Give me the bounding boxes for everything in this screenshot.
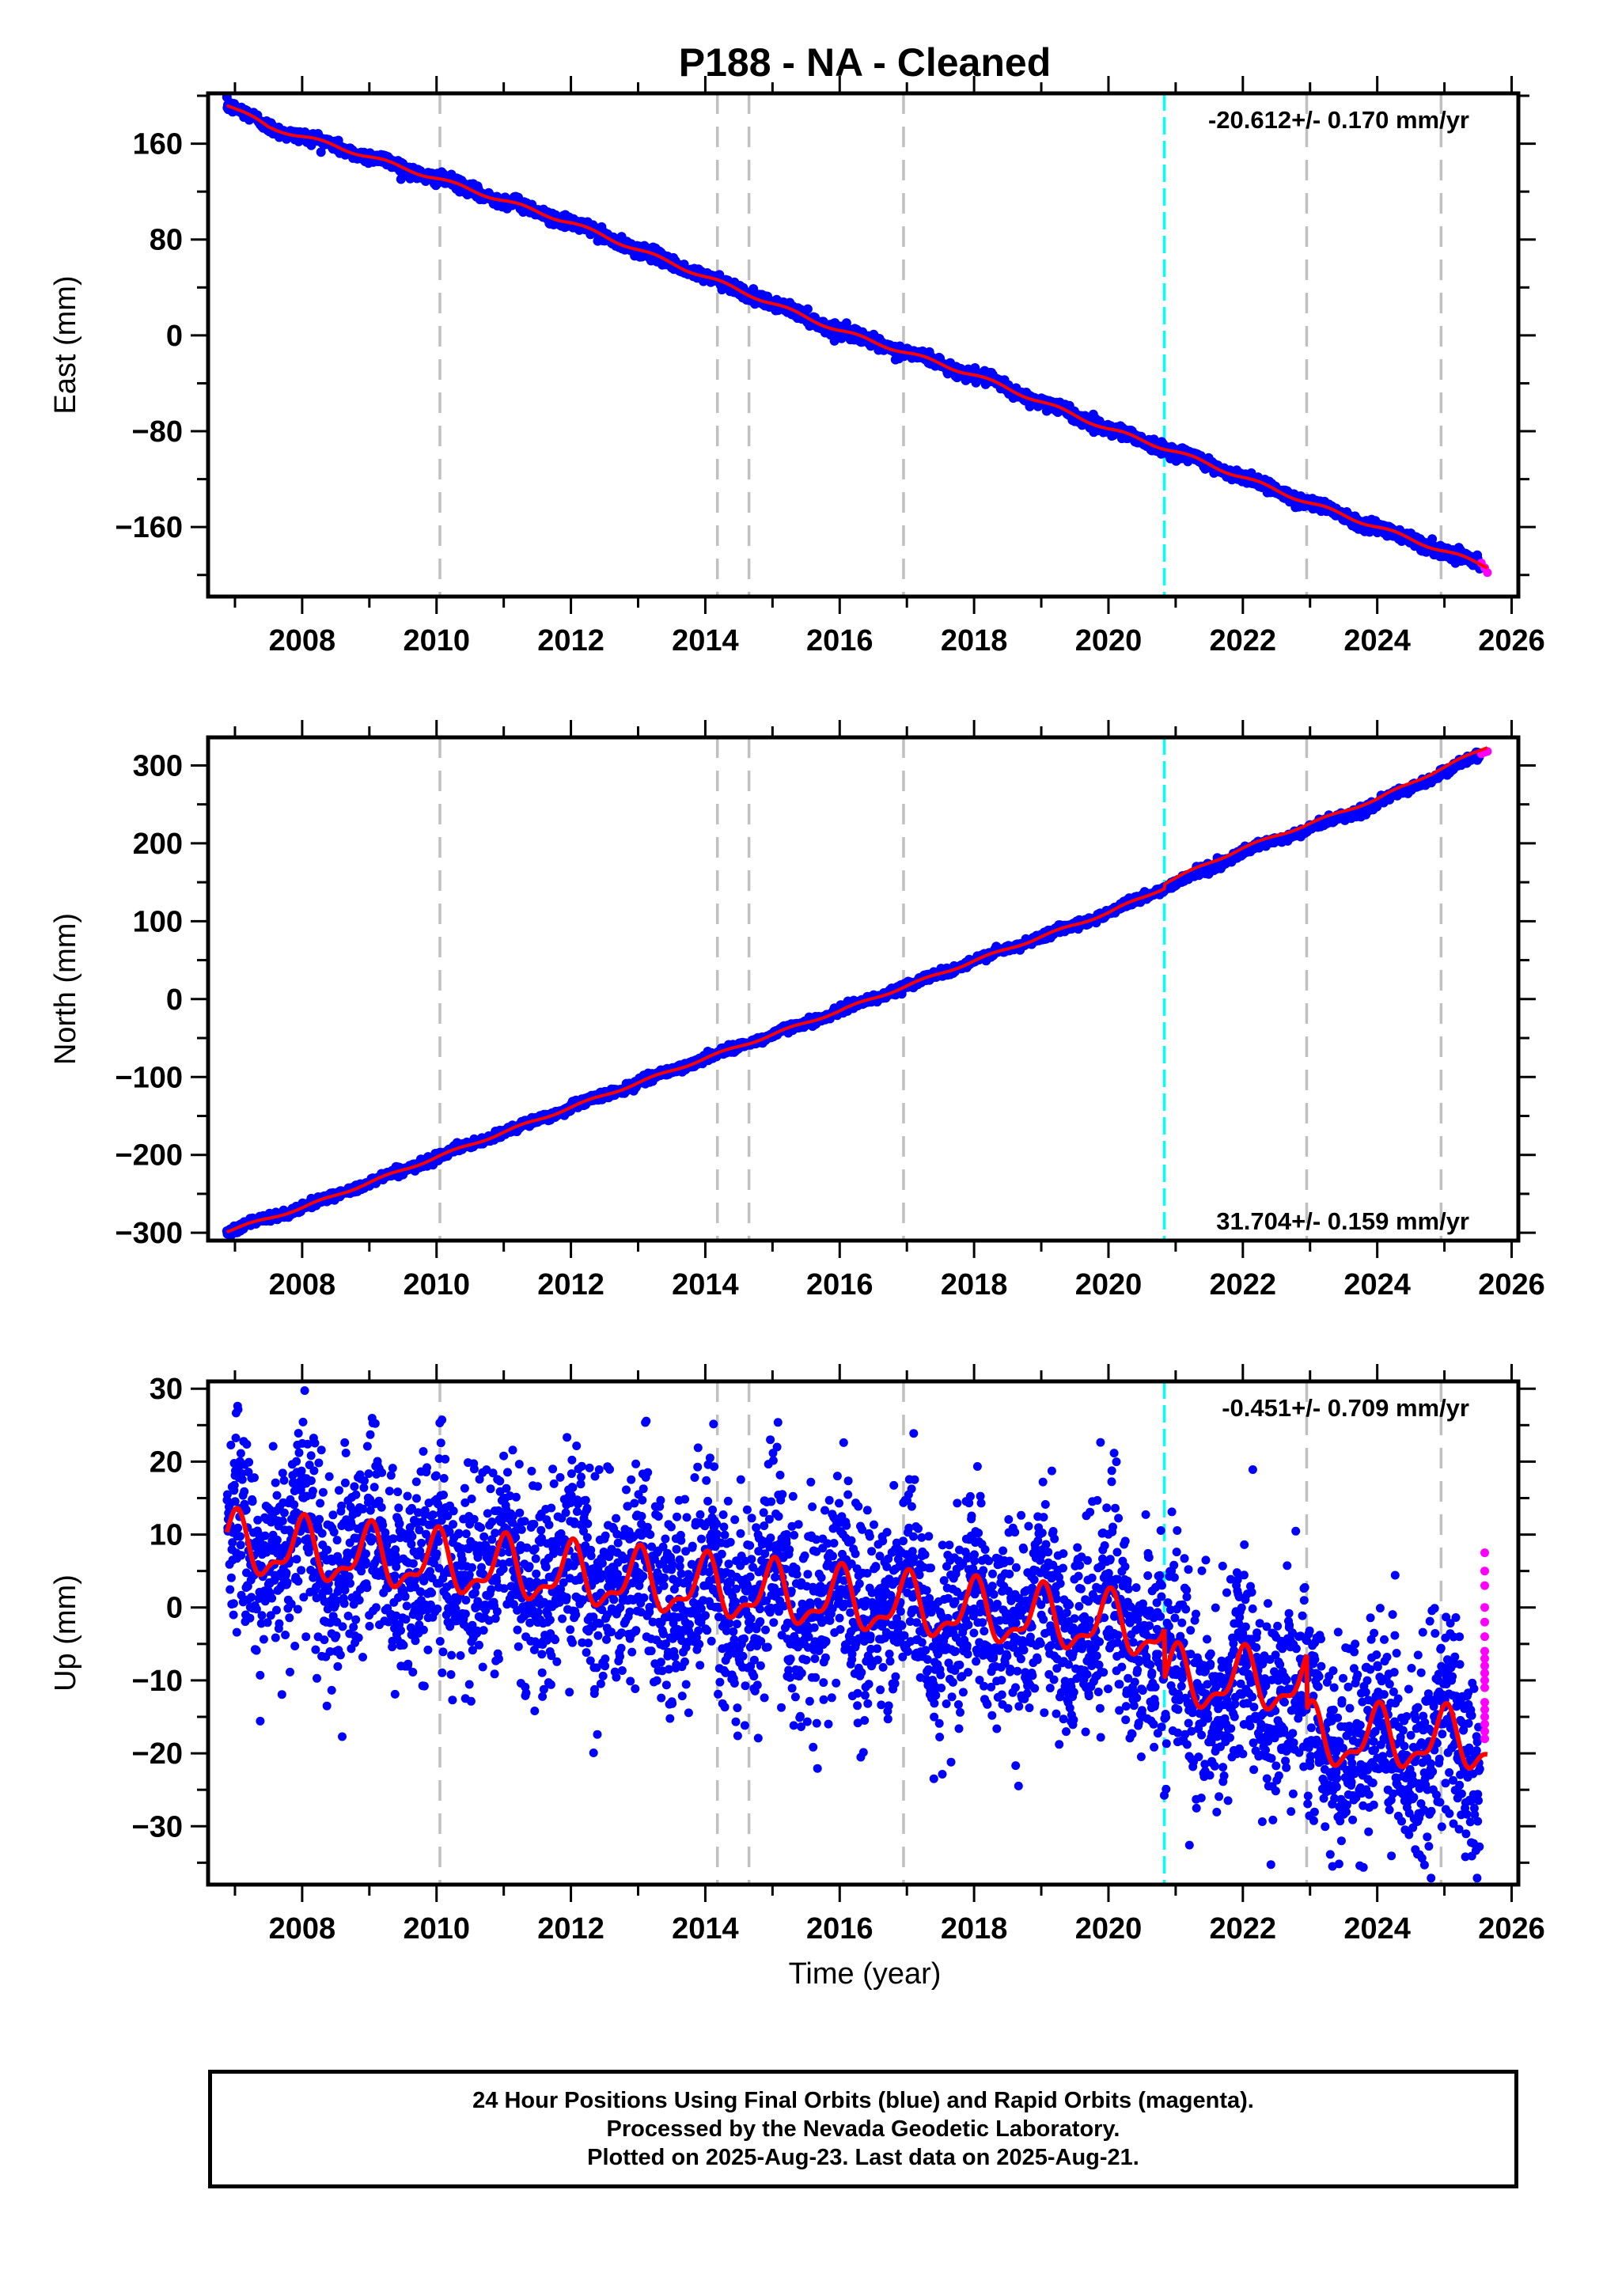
y-tick-label: −80	[132, 415, 183, 449]
y-tick-label: −160	[115, 511, 183, 544]
x-tick-label: 2014	[672, 624, 739, 657]
data-point-rapid	[1483, 568, 1492, 578]
x-tick-label: 2022	[1210, 624, 1277, 657]
y-tick-label: 80	[150, 224, 183, 257]
data-point-final	[316, 147, 326, 157]
panels: 2008 2010 2012 2014 2016 2018 2020 2022 2024 2026…	[49, 76, 1545, 1946]
rate-label: -20.612+/- 0.170 mm/yr	[1208, 106, 1469, 134]
y-axis-label: East (mm)	[49, 275, 82, 414]
x-tick-label: 2024	[1343, 624, 1411, 657]
x-tick-label: 2008	[269, 624, 336, 657]
panel-north: 2008 2010 2012 2014 2016 2018 2020 2022 2024 2026…	[49, 720, 1545, 1301]
y-tick-label: 0	[166, 320, 183, 353]
y-tick-label: 160	[133, 128, 183, 161]
data-point-final	[396, 174, 406, 184]
x-tick-label: 2016	[806, 624, 874, 657]
chart-title: P188 - NA - Cleaned	[679, 40, 1052, 85]
x-tick-label: 2010	[403, 624, 470, 657]
x-tick-label: 2012	[537, 624, 604, 657]
panel-east: 2008 2010 2012 2014 2016 2018 2020 2022 2024 2026…	[49, 76, 1545, 657]
data-point-final	[802, 304, 813, 314]
x-tick-label: 2018	[941, 624, 1008, 657]
x-tick-label: 2020	[1075, 624, 1143, 657]
x-tick-label: 2026	[1478, 624, 1545, 657]
